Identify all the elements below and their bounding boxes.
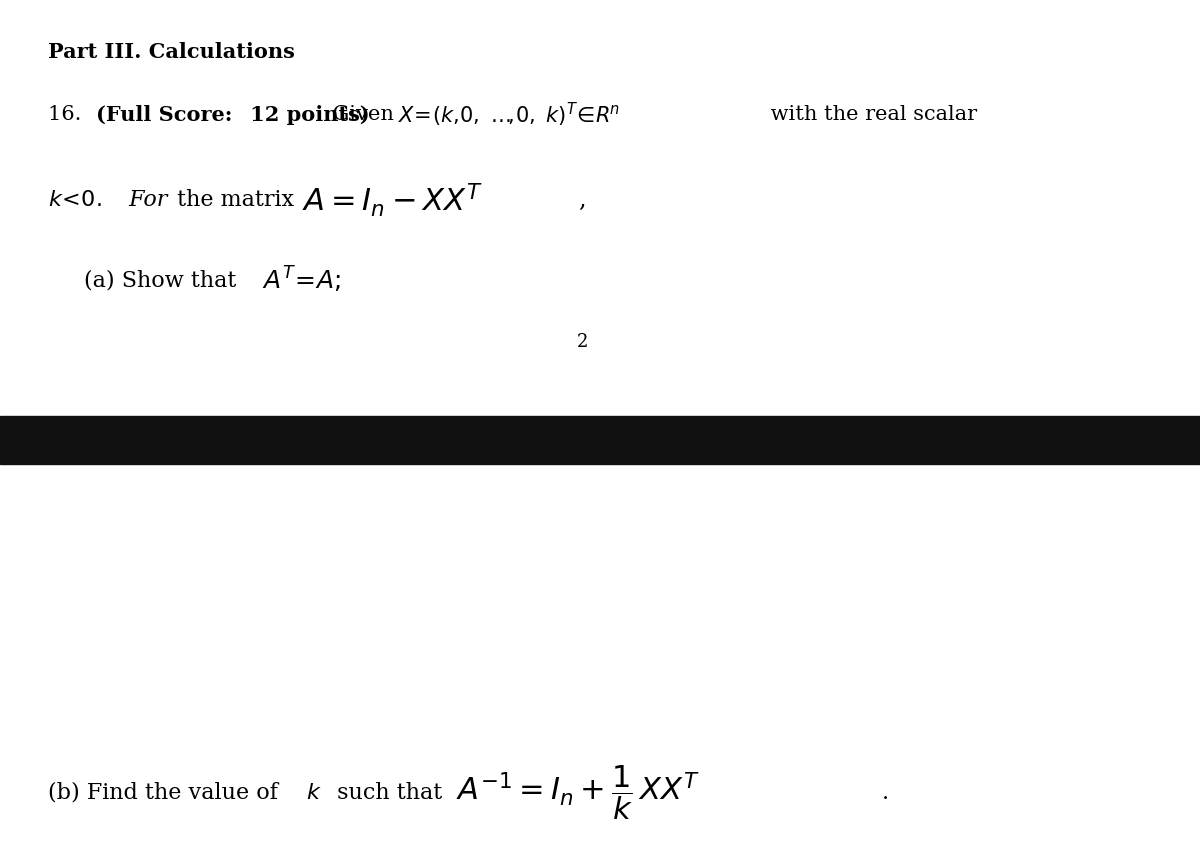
Text: such that: such that bbox=[326, 782, 464, 804]
Bar bbox=[0, 416, 1200, 464]
Text: .: . bbox=[882, 782, 889, 804]
Text: 16.: 16. bbox=[48, 106, 92, 125]
Text: Part III. Calculations: Part III. Calculations bbox=[48, 42, 295, 62]
Text: with the real scalar: with the real scalar bbox=[764, 106, 978, 125]
Text: the matrix: the matrix bbox=[170, 189, 294, 211]
Text: 2: 2 bbox=[577, 333, 589, 351]
Text: Given: Given bbox=[326, 106, 404, 125]
Text: ,: , bbox=[578, 188, 586, 212]
Text: $A^{-1} = I_n + \dfrac{1}{k}\,XX^T$: $A^{-1} = I_n + \dfrac{1}{k}\,XX^T$ bbox=[456, 764, 700, 822]
Text: (Full Score:  12 points): (Full Score: 12 points) bbox=[96, 105, 370, 125]
Text: $k$: $k$ bbox=[306, 783, 322, 803]
Text: $k\!<\!0.$: $k\!<\!0.$ bbox=[48, 189, 102, 211]
Text: (b) Find the value of: (b) Find the value of bbox=[48, 782, 289, 804]
Text: $A^T\!=\!A$;: $A^T\!=\!A$; bbox=[262, 265, 341, 295]
Text: $X\!=\!(k,\!0,\ \ldots\!,\!0,\ k)^{\mathit{T}}\!\in\!\mathit{R}^{\!n}$: $X\!=\!(k,\!0,\ \ldots\!,\!0,\ k)^{\math… bbox=[398, 101, 619, 129]
Text: For: For bbox=[122, 189, 168, 211]
Text: (a) Show that: (a) Show that bbox=[84, 269, 247, 291]
Text: $A = I_n - XX^T$: $A = I_n - XX^T$ bbox=[302, 181, 484, 218]
